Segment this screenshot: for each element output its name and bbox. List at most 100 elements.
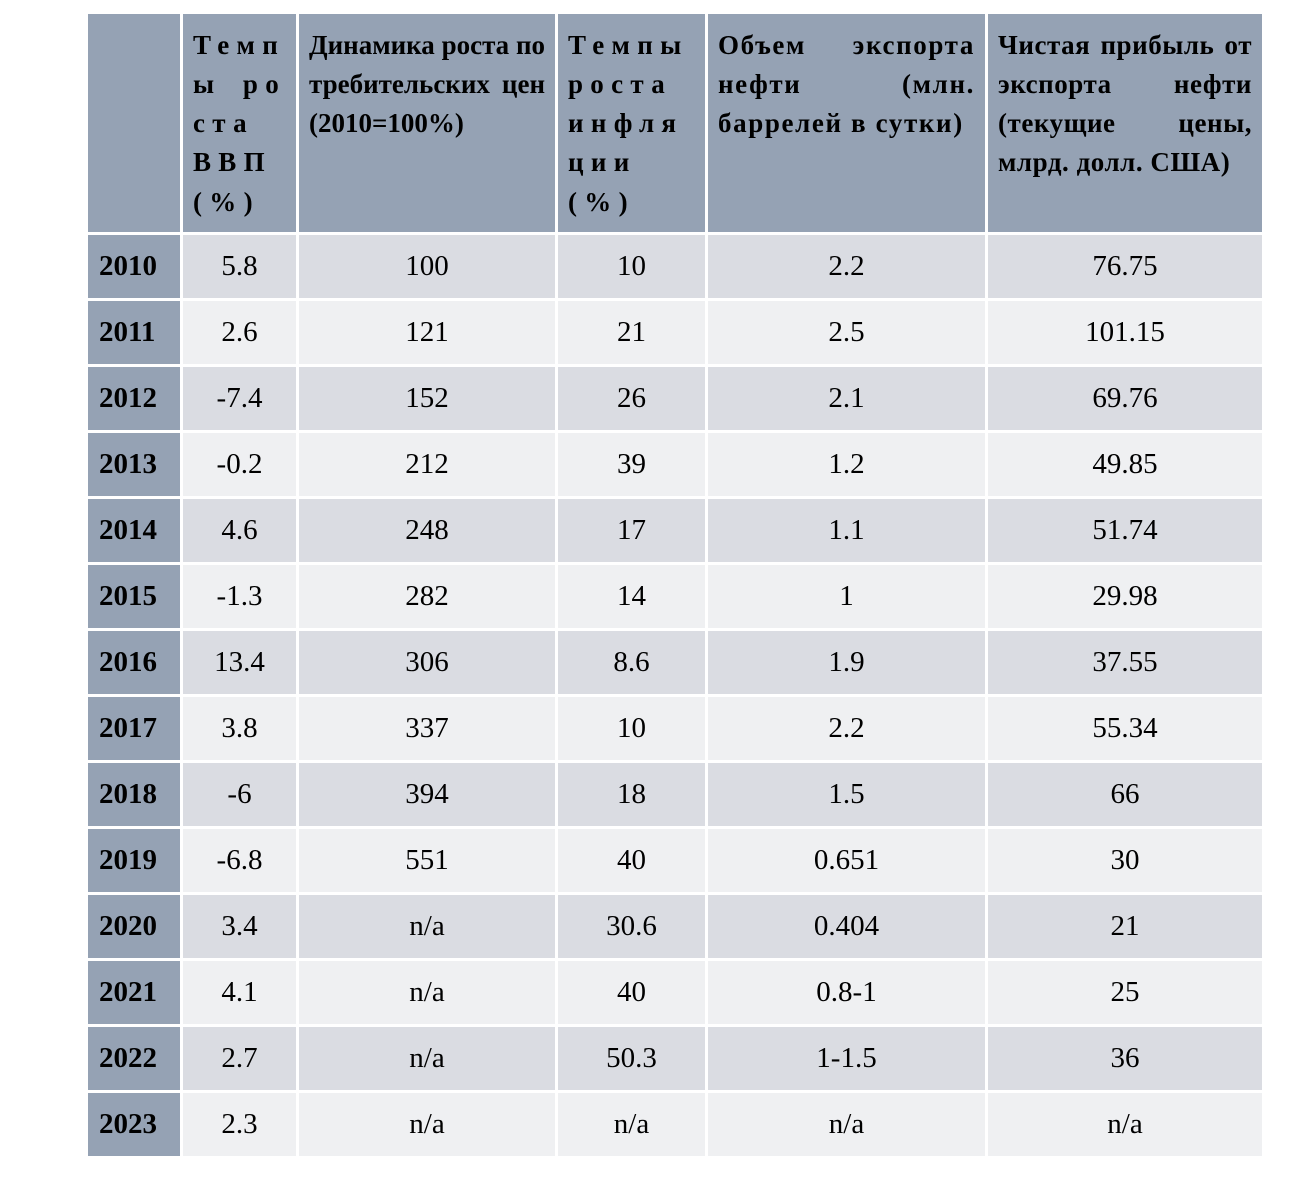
cell-value: n/a bbox=[988, 1092, 1262, 1156]
cell-value: 551 bbox=[299, 828, 555, 892]
cell-value: 26 bbox=[558, 366, 705, 430]
cell-value: 1.2 bbox=[708, 432, 985, 496]
cell-value: 1 bbox=[708, 564, 985, 628]
cell-value: 2.3 bbox=[183, 1092, 296, 1156]
table-row: 2010 5.8 100 10 2.2 76.75 bbox=[88, 234, 1262, 298]
cell-value: 36 bbox=[988, 1026, 1262, 1090]
row-year: 2022 bbox=[88, 1026, 180, 1090]
row-year: 2020 bbox=[88, 894, 180, 958]
row-year: 2014 bbox=[88, 498, 180, 562]
header-row: Темпы роста ВВП (%) Динамика роста потре… bbox=[88, 14, 1262, 232]
cell-value: 3.8 bbox=[183, 696, 296, 760]
cell-value: 1.1 bbox=[708, 498, 985, 562]
cell-value: 40 bbox=[558, 828, 705, 892]
cell-value: 8.6 bbox=[558, 630, 705, 694]
column-header-oil-exports: Объем экспорта нефти (млн. баррелей в су… bbox=[708, 14, 985, 232]
cell-value: 306 bbox=[299, 630, 555, 694]
cell-value: 17 bbox=[558, 498, 705, 562]
cell-value: 37.55 bbox=[988, 630, 1262, 694]
column-header-empty bbox=[88, 14, 180, 232]
cell-value: 30.6 bbox=[558, 894, 705, 958]
cell-value: 101.15 bbox=[988, 300, 1262, 364]
cell-value: n/a bbox=[299, 960, 555, 1024]
cell-value: -6.8 bbox=[183, 828, 296, 892]
cell-value: 394 bbox=[299, 762, 555, 826]
cell-value: 13.4 bbox=[183, 630, 296, 694]
cell-value: 18 bbox=[558, 762, 705, 826]
cell-value: 1.5 bbox=[708, 762, 985, 826]
table-header: Темпы роста ВВП (%) Динамика роста потре… bbox=[88, 14, 1262, 232]
cell-value: 2.7 bbox=[183, 1026, 296, 1090]
cell-value: 14 bbox=[558, 564, 705, 628]
cell-value: -0.2 bbox=[183, 432, 296, 496]
cell-value: 337 bbox=[299, 696, 555, 760]
column-header-consumer-prices: Динамика роста потребительских цен (2010… bbox=[299, 14, 555, 232]
column-header-inflation: Темпы роста инфляции (%) bbox=[558, 14, 705, 232]
cell-value: n/a bbox=[558, 1092, 705, 1156]
row-year: 2012 bbox=[88, 366, 180, 430]
data-table: Темпы роста ВВП (%) Динамика роста потре… bbox=[85, 11, 1265, 1159]
cell-value: n/a bbox=[299, 1026, 555, 1090]
cell-value: -6 bbox=[183, 762, 296, 826]
row-year: 2016 bbox=[88, 630, 180, 694]
cell-value: 2.2 bbox=[708, 234, 985, 298]
cell-value: 282 bbox=[299, 564, 555, 628]
table-row: 2016 13.4 306 8.6 1.9 37.55 bbox=[88, 630, 1262, 694]
table-row: 2017 3.8 337 10 2.2 55.34 bbox=[88, 696, 1262, 760]
cell-value: 51.74 bbox=[988, 498, 1262, 562]
cell-value: 55.34 bbox=[988, 696, 1262, 760]
cell-value: 66 bbox=[988, 762, 1262, 826]
cell-value: 2.6 bbox=[183, 300, 296, 364]
cell-value: 248 bbox=[299, 498, 555, 562]
cell-value: 39 bbox=[558, 432, 705, 496]
table-row: 2019 -6.8 551 40 0.651 30 bbox=[88, 828, 1262, 892]
row-year: 2019 bbox=[88, 828, 180, 892]
table-row: 2012 -7.4 152 26 2.1 69.76 bbox=[88, 366, 1262, 430]
row-year: 2023 bbox=[88, 1092, 180, 1156]
cell-value: 3.4 bbox=[183, 894, 296, 958]
column-header-gdp-growth: Темпы роста ВВП (%) bbox=[183, 14, 296, 232]
row-year: 2018 bbox=[88, 762, 180, 826]
cell-value: 152 bbox=[299, 366, 555, 430]
cell-value: 121 bbox=[299, 300, 555, 364]
cell-value: 49.85 bbox=[988, 432, 1262, 496]
table-row: 2020 3.4 n/a 30.6 0.404 21 bbox=[88, 894, 1262, 958]
row-year: 2013 bbox=[88, 432, 180, 496]
table-row: 2022 2.7 n/a 50.3 1-1.5 36 bbox=[88, 1026, 1262, 1090]
cell-value: 0.8-1 bbox=[708, 960, 985, 1024]
cell-value: 40 bbox=[558, 960, 705, 1024]
table-row: 2021 4.1 n/a 40 0.8-1 25 bbox=[88, 960, 1262, 1024]
cell-value: n/a bbox=[299, 894, 555, 958]
cell-value: 10 bbox=[558, 696, 705, 760]
cell-value: 25 bbox=[988, 960, 1262, 1024]
table-row: 2023 2.3 n/a n/a n/a n/a bbox=[88, 1092, 1262, 1156]
cell-value: 4.6 bbox=[183, 498, 296, 562]
cell-value: 5.8 bbox=[183, 234, 296, 298]
cell-value: 0.651 bbox=[708, 828, 985, 892]
row-year: 2017 bbox=[88, 696, 180, 760]
cell-value: 10 bbox=[558, 234, 705, 298]
row-year: 2010 bbox=[88, 234, 180, 298]
cell-value: 21 bbox=[988, 894, 1262, 958]
table-body: 2010 5.8 100 10 2.2 76.75 2011 2.6 121 2… bbox=[88, 234, 1262, 1156]
cell-value: 1-1.5 bbox=[708, 1026, 985, 1090]
cell-value: 76.75 bbox=[988, 234, 1262, 298]
cell-value: 212 bbox=[299, 432, 555, 496]
cell-value: 1.9 bbox=[708, 630, 985, 694]
table-row: 2018 -6 394 18 1.5 66 bbox=[88, 762, 1262, 826]
cell-value: 4.1 bbox=[183, 960, 296, 1024]
cell-value: 100 bbox=[299, 234, 555, 298]
table-row: 2011 2.6 121 21 2.5 101.15 bbox=[88, 300, 1262, 364]
table-row: 2013 -0.2 212 39 1.2 49.85 bbox=[88, 432, 1262, 496]
cell-value: 2.2 bbox=[708, 696, 985, 760]
row-year: 2021 bbox=[88, 960, 180, 1024]
cell-value: 50.3 bbox=[558, 1026, 705, 1090]
cell-value: -1.3 bbox=[183, 564, 296, 628]
cell-value: 69.76 bbox=[988, 366, 1262, 430]
column-header-net-profit: Чистая прибыль от экспорта нефти (текущи… bbox=[988, 14, 1262, 232]
cell-value: 30 bbox=[988, 828, 1262, 892]
cell-value: n/a bbox=[299, 1092, 555, 1156]
cell-value: 2.5 bbox=[708, 300, 985, 364]
cell-value: 29.98 bbox=[988, 564, 1262, 628]
